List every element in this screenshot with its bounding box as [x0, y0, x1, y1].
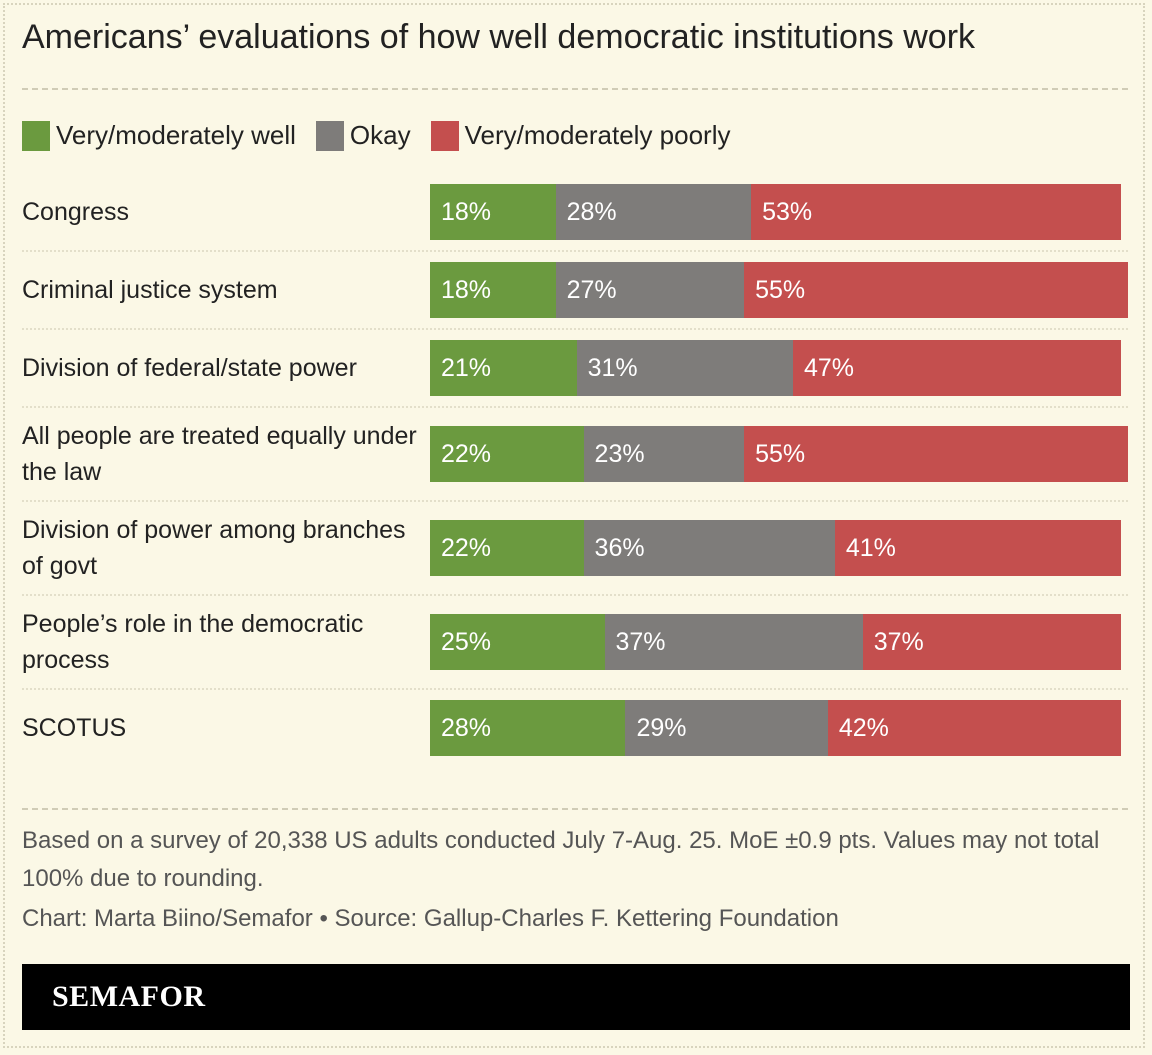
- legend-item: Very/moderately well: [22, 120, 296, 151]
- value-label: 31%: [587, 354, 638, 382]
- value-label: 53%: [762, 198, 813, 226]
- value-label: 21%: [441, 354, 492, 382]
- bar-segment: [430, 340, 577, 396]
- category-label: Division of power among branches of govt: [22, 516, 406, 580]
- plot: Congress 18% 28% 53% Criminal justice system…: [22, 174, 1128, 766]
- bar-segment: [555, 184, 752, 240]
- legend-swatch: [430, 120, 459, 151]
- legend-label: Very/moderately poorly: [464, 120, 731, 150]
- value-label: 28%: [441, 714, 492, 742]
- category-label: Congress: [22, 198, 129, 226]
- category-label: Division of federal/state power: [22, 354, 357, 382]
- row: Division of federal/state power 21% 31% 47%: [22, 330, 1128, 408]
- bar-segment: [430, 184, 556, 240]
- divider: [22, 88, 1128, 90]
- bar-track: 18% 27% 55%: [430, 262, 1128, 318]
- bar-segment: [576, 340, 793, 396]
- value-label: 47%: [803, 354, 854, 382]
- row: Congress 18% 28% 53%: [22, 174, 1128, 252]
- value-label: 55%: [755, 440, 806, 468]
- legend-item: Okay: [315, 120, 411, 151]
- value-label: 55%: [755, 276, 806, 304]
- value-label: 41%: [845, 534, 896, 562]
- category-label: People’s role in the democratic process: [22, 610, 364, 674]
- row: People’s role in the democratic process 2…: [22, 596, 1128, 690]
- bar-segment: [792, 340, 1121, 396]
- legend-label: Okay: [349, 120, 411, 150]
- row: Criminal justice system 18% 27% 55%: [22, 252, 1128, 330]
- value-label: 37%: [873, 628, 924, 656]
- value-label: 28%: [566, 198, 617, 226]
- bar-segment: [827, 700, 1122, 756]
- footer: SEMAFOR: [22, 964, 1130, 1030]
- bar-segment: [744, 262, 1128, 318]
- category-label: Criminal justice system: [22, 276, 278, 304]
- value-label: 18%: [441, 276, 492, 304]
- row: SCOTUS 28% 29% 42%: [22, 690, 1128, 766]
- bar-track: 22% 23% 55%: [430, 426, 1128, 482]
- legend-item: Very/moderately poorly: [430, 120, 731, 151]
- bar-segment: [625, 700, 828, 756]
- note: Based on a survey of 20,338 US adults co…: [22, 827, 1100, 892]
- frame: [3, 3, 1145, 1048]
- divider: [22, 808, 1128, 810]
- value-label: 25%: [441, 628, 492, 656]
- category-label: SCOTUS: [22, 714, 127, 742]
- bar-segment: [744, 426, 1128, 482]
- bar-segment: [430, 614, 605, 670]
- legend-label: Very/moderately well: [56, 120, 296, 150]
- value-label: 36%: [594, 534, 645, 562]
- bar-track: 18% 28% 53%: [430, 184, 1128, 240]
- value-label: 22%: [441, 534, 492, 562]
- bar-segment: [430, 700, 626, 756]
- legend-swatch: [22, 120, 50, 151]
- bar-segment: [555, 262, 745, 318]
- bar-track: 21% 31% 47%: [430, 340, 1128, 396]
- value-label: 22%: [441, 440, 492, 468]
- category-label: All people are treated equally under the…: [22, 422, 417, 486]
- row: All people are treated equally under the…: [22, 408, 1128, 502]
- legend: Very/moderately well Okay Very/moderately …: [22, 120, 730, 151]
- value-label: 29%: [636, 714, 687, 742]
- value-label: 37%: [615, 628, 666, 656]
- bar-segment: [430, 426, 584, 482]
- bar-track: 28% 29% 42%: [430, 700, 1128, 756]
- value-label: 18%: [441, 198, 492, 226]
- bar-segment: [604, 614, 863, 670]
- bar-track: 25% 37% 37%: [430, 614, 1128, 670]
- bar-segment: [834, 520, 1121, 576]
- value-label: 27%: [566, 276, 617, 304]
- bar-segment: [583, 520, 835, 576]
- bar-segment: [862, 614, 1121, 670]
- bar-segment: [430, 262, 556, 318]
- chart-title: Americans’ evaluations of how well democ…: [22, 18, 976, 56]
- bar-track: 22% 36% 41%: [430, 520, 1128, 576]
- value-label: 23%: [594, 440, 645, 468]
- legend-swatch: [315, 120, 344, 151]
- bar-segment: [583, 426, 745, 482]
- bar-segment: [751, 184, 1122, 240]
- logo: SEMAFOR: [52, 980, 206, 1013]
- source: Chart: Marta Biino/Semafor • Source: Gal…: [22, 905, 839, 932]
- value-label: 42%: [838, 714, 889, 742]
- row: Division of power among branches of govt…: [22, 502, 1128, 596]
- bar-segment: [430, 520, 584, 576]
